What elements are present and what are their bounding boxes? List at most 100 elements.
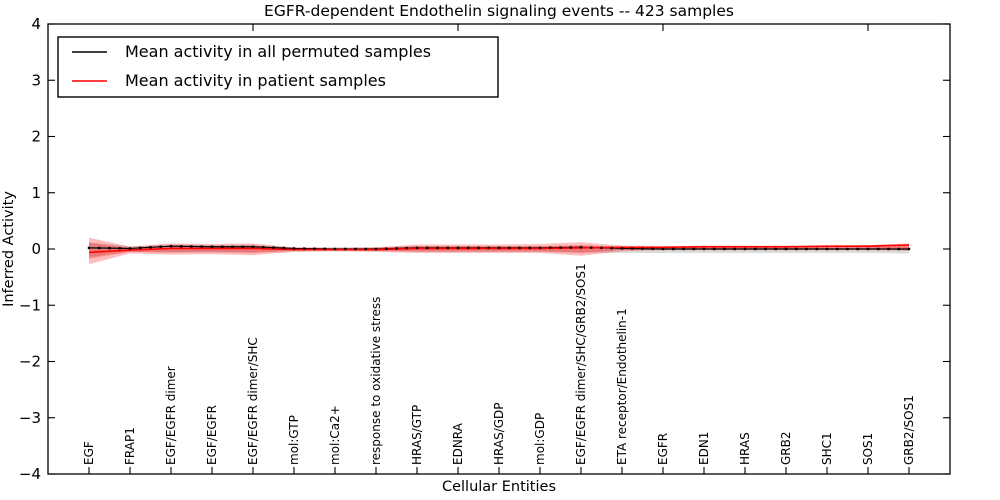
permuted-mean-marker	[610, 246, 613, 250]
y-tick-label: 3	[31, 71, 41, 89]
permuted-mean-marker	[446, 246, 449, 250]
permuted-mean-marker	[292, 247, 296, 250]
x-category-label: GRB2/SOS1	[902, 395, 916, 465]
permuted-mean-marker	[436, 246, 439, 250]
permuted-mean-marker	[856, 247, 859, 251]
permuted-mean-marker	[518, 246, 521, 250]
series-markers-layer	[87, 244, 911, 251]
permuted-mean-marker	[272, 246, 275, 249]
permuted-mean-marker	[661, 247, 665, 251]
y-axis-label: Inferred Activity	[1, 191, 17, 307]
permuted-mean-marker	[200, 245, 203, 248]
permuted-mean-marker	[241, 245, 244, 248]
permuted-mean-marker	[405, 246, 408, 250]
permuted-mean-marker	[631, 247, 634, 250]
permuted-mean-marker	[866, 247, 870, 251]
x-axis-label: Cellular Entities	[442, 479, 556, 495]
permuted-mean-marker	[221, 245, 224, 248]
x-category-label: EGF/EGFR dimer/SHC	[246, 337, 260, 465]
permuted-mean-marker	[364, 247, 367, 251]
permuted-mean-marker	[128, 247, 132, 250]
legend-entry-permuted: Mean activity in all permuted samples	[72, 42, 431, 61]
permuted-mean-marker	[559, 246, 562, 249]
permuted-mean-marker	[497, 246, 501, 250]
permuted-mean-marker	[139, 246, 142, 250]
x-category-label: GRB2	[779, 431, 793, 465]
permuted-mean-marker	[538, 246, 542, 250]
permuted-mean-marker	[641, 247, 644, 250]
x-category-label: FRAP1	[123, 427, 137, 465]
permuted-mean-marker	[713, 247, 716, 251]
permuted-mean-marker	[303, 247, 306, 250]
permuted-mean-marker	[692, 247, 695, 251]
permuted-mean-marker	[118, 247, 121, 250]
x-category-label: EGF/EGFR dimer/SHC/GRB2/SOS1	[574, 263, 588, 465]
permuted-mean-marker	[87, 246, 91, 250]
x-category-label: EGFR	[656, 433, 670, 465]
x-category-label: SOS1	[861, 433, 875, 465]
permuted-mean-marker	[456, 246, 460, 250]
permuted-mean-marker	[754, 247, 757, 251]
permuted-mean-marker	[682, 247, 685, 251]
x-category-label: mol:GDP	[533, 413, 547, 465]
permuted-mean-marker	[344, 247, 347, 251]
legend-box	[57, 36, 499, 98]
permuted-mean-marker	[180, 245, 183, 248]
ticks-layer	[48, 23, 950, 475]
permuted-mean-marker	[313, 247, 316, 250]
permuted-mean-marker	[836, 247, 839, 251]
x-category-label: mol:Ca2+	[328, 405, 342, 465]
x-category-label: EDN1	[697, 432, 711, 465]
permuted-samples-ci-band	[89, 242, 909, 257]
x-category-label: EDNRA	[451, 422, 465, 465]
permuted-mean-marker	[98, 246, 101, 250]
y-tick-label: 1	[31, 184, 41, 202]
permuted-mean-marker	[795, 247, 798, 251]
permuted-mean-marker	[702, 247, 706, 251]
permuted-mean-marker	[877, 247, 880, 251]
permuted-mean-marker	[620, 247, 624, 250]
permuted-mean-marker	[651, 247, 654, 251]
legend-entry-patient: Mean activity in patient samples	[72, 71, 386, 90]
permuted-mean-marker	[467, 246, 470, 250]
permuted-mean-marker	[251, 245, 255, 248]
x-category-label: HRAS/GDP	[492, 402, 506, 465]
permuted-mean-marker	[415, 246, 419, 250]
y-tick-label: −4	[19, 465, 41, 483]
x-category-label: EGF/EGFR	[205, 405, 219, 465]
permuted-mean-marker	[897, 247, 900, 251]
permuted-mean-marker	[426, 246, 429, 250]
x-category-label: mol:GTP	[287, 415, 301, 465]
permuted-mean-marker	[477, 246, 480, 250]
permuted-mean-marker	[600, 246, 603, 250]
legend-label-permuted: Mean activity in all permuted samples	[125, 42, 431, 61]
permuted-mean-marker	[815, 247, 818, 251]
permuted-mean-marker	[282, 246, 285, 250]
permuted-mean-marker	[846, 247, 849, 251]
y-tick-label: −3	[19, 409, 41, 427]
x-category-label: response to oxidative stress	[369, 297, 383, 465]
permuted-mean-marker	[887, 247, 890, 251]
legend: Mean activity in all permuted samples Me…	[57, 36, 499, 98]
x-category-label: HRAS/GTP	[410, 405, 424, 465]
permuted-mean-marker	[774, 247, 777, 251]
y-tick-label: −2	[19, 353, 41, 371]
permuted-mean-marker	[262, 245, 265, 249]
permuted-mean-marker	[784, 247, 788, 251]
permuted-mean-marker	[231, 245, 234, 248]
permuted-mean-marker	[733, 247, 736, 251]
permuted-mean-marker	[374, 247, 378, 251]
permuted-mean-marker	[764, 247, 767, 251]
permuted-mean-marker	[169, 244, 173, 248]
permuted-mean-marker	[159, 245, 162, 248]
permuted-mean-marker	[333, 247, 337, 251]
x-category-labels: EGF FRAP1 EGF/EGFR dimer EGF/EGFR EGF/EGFR d…	[82, 263, 916, 465]
permuted-mean-marker	[569, 246, 572, 249]
permuted-mean-marker	[508, 246, 511, 250]
permuted-mean-marker	[528, 246, 531, 250]
x-category-label: HRAS	[738, 432, 752, 465]
chart-title: EGFR-dependent Endothelin signaling even…	[264, 2, 734, 20]
permuted-mean-marker	[805, 247, 808, 251]
